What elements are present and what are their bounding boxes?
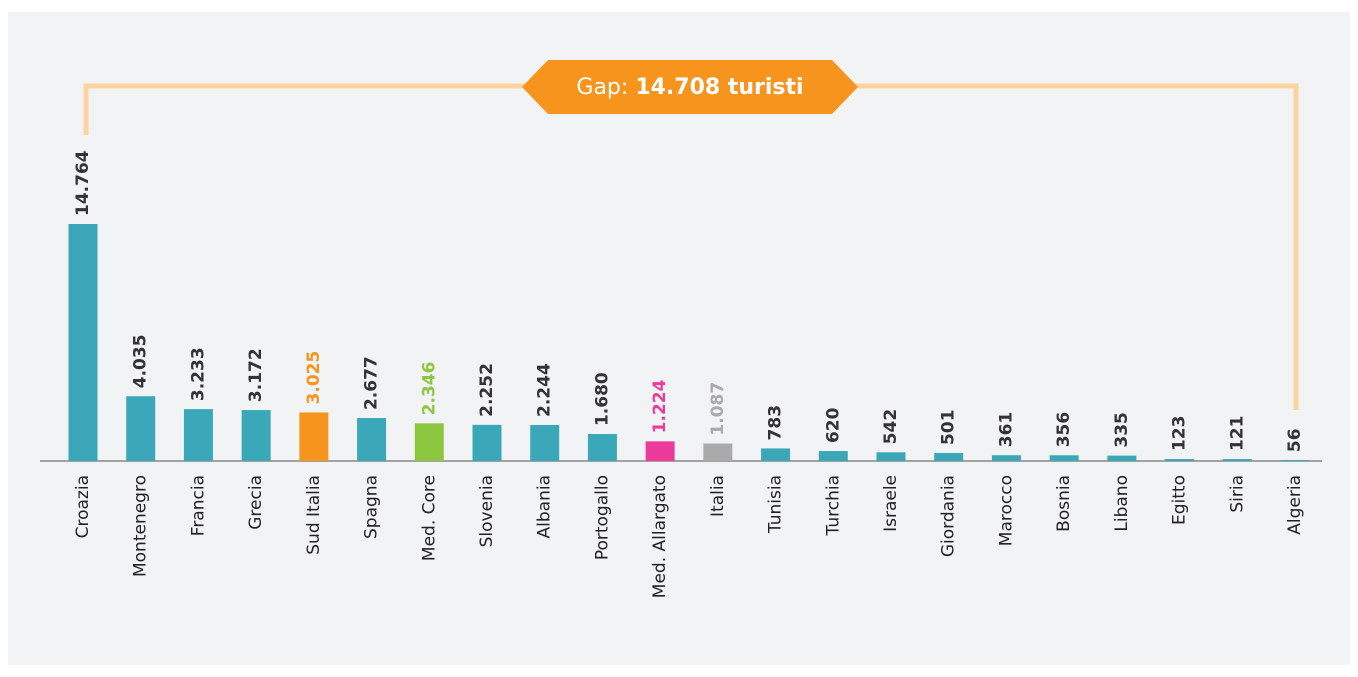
- bar: [1165, 459, 1195, 461]
- value-label: 356: [1054, 412, 1074, 448]
- bar: [472, 424, 502, 461]
- category-label: Marocco: [996, 475, 1016, 546]
- value-label: 1.224: [650, 379, 670, 433]
- bar: [934, 452, 964, 461]
- bar: [818, 451, 848, 461]
- value-label: 4.035: [131, 334, 151, 388]
- value-label: 1.087: [708, 382, 728, 436]
- value-label: 14.764: [73, 150, 93, 216]
- bar: [761, 448, 791, 461]
- value-label: 3.233: [188, 347, 208, 401]
- value-label: 335: [1112, 412, 1132, 448]
- bar: [241, 410, 271, 461]
- bar: [299, 412, 329, 461]
- value-label: 2.244: [535, 363, 555, 417]
- category-label: Libano: [1112, 475, 1132, 532]
- gap-callout: [522, 60, 858, 114]
- category-label: Med. Core: [419, 475, 439, 561]
- category-label: Med. Allargato: [650, 475, 670, 598]
- value-label: 501: [939, 409, 959, 445]
- category-label: Croazia: [73, 475, 93, 538]
- category-label: Grecia: [246, 475, 266, 530]
- category-label: Albania: [535, 475, 555, 538]
- value-label: 2.346: [419, 362, 439, 416]
- value-label: 2.677: [362, 356, 382, 410]
- value-label: 56: [1285, 428, 1305, 452]
- bar: [530, 424, 560, 461]
- bar: [1107, 455, 1137, 461]
- bar: [126, 396, 156, 461]
- bar: [703, 443, 733, 461]
- category-label: Francia: [188, 475, 208, 536]
- category-label: Sud Italia: [304, 475, 324, 555]
- value-label: 620: [823, 407, 843, 443]
- category-label: Tunisia: [766, 475, 786, 534]
- value-label: 121: [1227, 416, 1247, 452]
- category-label: Italia: [708, 475, 728, 517]
- bar: [183, 409, 213, 461]
- value-label: 361: [996, 412, 1016, 448]
- bar: [991, 455, 1021, 461]
- category-label: Giordania: [939, 475, 959, 557]
- gap-prefix: Gap:: [576, 75, 628, 100]
- category-label: Siria: [1227, 475, 1247, 513]
- value-label: 3.172: [246, 348, 266, 402]
- bar: [876, 452, 906, 461]
- category-label: Egitto: [1170, 475, 1190, 525]
- category-label: Spagna: [362, 475, 382, 539]
- category-label: Turchia: [823, 475, 843, 536]
- panel: [8, 12, 1350, 665]
- value-label: 542: [881, 409, 901, 445]
- bar: [587, 434, 617, 461]
- category-label: Algeria: [1285, 475, 1305, 535]
- category-label: Slovenia: [477, 475, 497, 547]
- gap-value: 14.708 turisti: [635, 75, 803, 100]
- value-label: 1.680: [592, 372, 612, 426]
- bar: [1280, 460, 1310, 461]
- gap-text: Gap: 14.708 turisti: [576, 75, 803, 100]
- bar: [68, 224, 98, 461]
- category-label: Bosnia: [1054, 475, 1074, 532]
- category-label: Portogallo: [592, 475, 612, 560]
- bar: [1049, 455, 1079, 461]
- value-label: 2.252: [477, 363, 497, 417]
- category-label: Israele: [881, 475, 901, 532]
- value-label: 783: [766, 405, 786, 441]
- value-label: 3.025: [304, 351, 324, 405]
- bar: [1222, 459, 1252, 461]
- category-label: Montenegro: [131, 475, 151, 577]
- bar: [645, 441, 675, 461]
- bar: [414, 423, 444, 461]
- value-label: 123: [1170, 416, 1190, 452]
- bar: [357, 418, 387, 461]
